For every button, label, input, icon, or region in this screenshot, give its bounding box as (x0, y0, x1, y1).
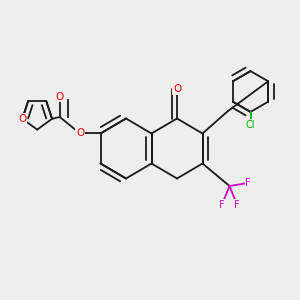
Text: Cl: Cl (246, 119, 255, 130)
Text: F: F (219, 200, 225, 210)
Text: O: O (18, 114, 26, 124)
Text: F: F (245, 178, 251, 188)
Text: O: O (56, 92, 64, 102)
Text: O: O (76, 128, 84, 139)
Text: F: F (234, 200, 240, 210)
Text: O: O (173, 84, 181, 94)
